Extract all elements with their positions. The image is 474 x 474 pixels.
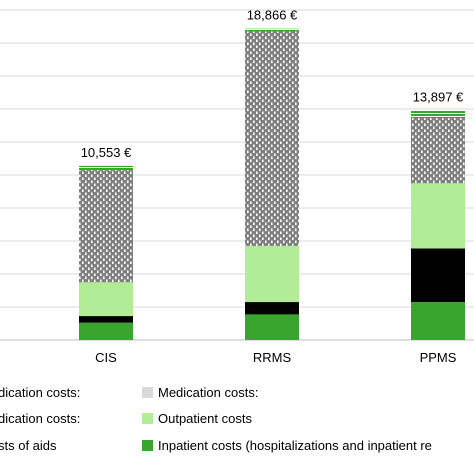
total-label-rrms: 18,866 €: [247, 8, 298, 23]
bar-segment-inpatient-rrms: [245, 314, 299, 340]
bar-group: [79, 28, 465, 340]
grid-lines: [0, 9, 474, 341]
total-label-ppms: 13,897 €: [413, 90, 464, 105]
bar-segment-medication_dotted-cis: [79, 170, 133, 283]
x-tick-label-cis: CIS: [95, 350, 117, 365]
bar-segment-outpatient-cis: [79, 282, 133, 317]
bar-segment-black-cis: [79, 316, 133, 323]
bar-segment-outpatient-ppms: [411, 183, 465, 249]
bar-segment-black-rrms: [245, 302, 299, 315]
bar-segment-medication_dotted-ppms: [411, 118, 465, 184]
x-axis-ticks: CIS RRMS PPMS: [95, 350, 457, 365]
x-tick-label-rrms: RRMS: [253, 350, 292, 365]
bar-segment-aids-rrms: [245, 28, 299, 32]
bar-segment-inpatient-ppms: [411, 302, 465, 340]
bar-segment-outpatient-rrms: [245, 245, 299, 303]
bar-segment-aids-cis: [79, 165, 133, 171]
bar-segment-aids-ppms: [411, 110, 465, 119]
bar-segment-medication_dotted-rrms: [245, 31, 299, 246]
x-tick-label-ppms: PPMS: [420, 350, 457, 365]
bar-segment-black-ppms: [411, 248, 465, 303]
total-label-cis: 10,553 €: [81, 145, 132, 160]
total-labels: 10,553 € 18,866 € 13,897 €: [81, 8, 464, 160]
bar-segment-inpatient-cis: [79, 322, 133, 340]
